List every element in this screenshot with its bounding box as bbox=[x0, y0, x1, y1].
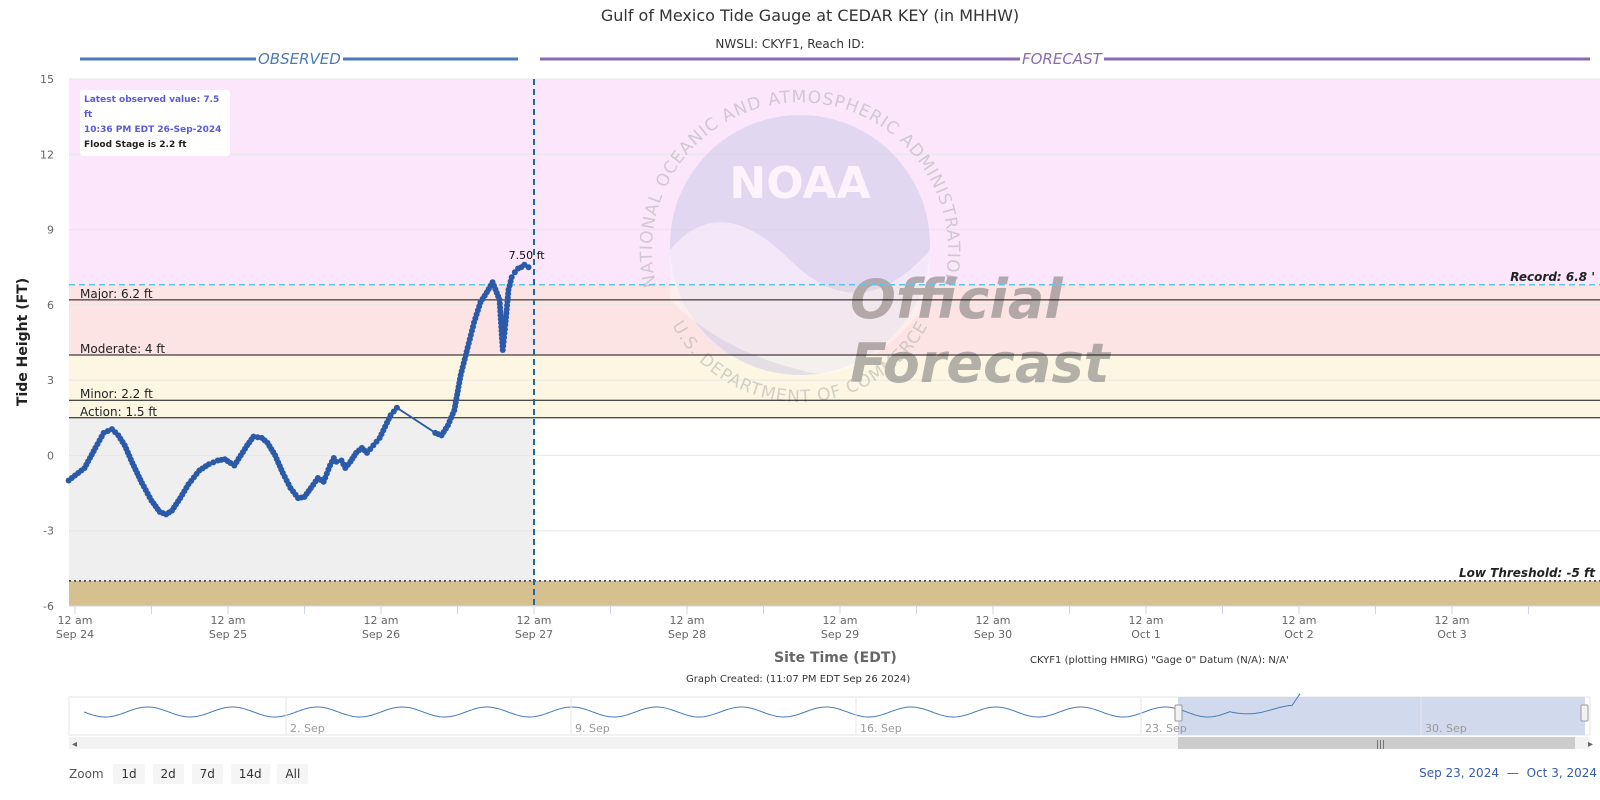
scrollbar-right-arrow[interactable]: ▸ bbox=[1588, 739, 1593, 750]
y-tick-label: -3 bbox=[43, 525, 54, 538]
record-label: Record: 6.8 ' bbox=[1510, 270, 1595, 284]
peak-data-label: 7.50 ft bbox=[509, 249, 546, 262]
threshold-label: Action: 1.5 ft bbox=[80, 405, 157, 419]
navigator-label: 9. Sep bbox=[575, 722, 610, 735]
navigator-series-line bbox=[83, 693, 1301, 718]
threshold-label: Minor: 2.2 ft bbox=[80, 387, 153, 401]
navigator-label: 30. Sep bbox=[1425, 722, 1467, 735]
y-tick-label: 0 bbox=[47, 449, 54, 462]
y-tick-label: -6 bbox=[43, 600, 54, 613]
noaa-logo-circle bbox=[670, 115, 930, 375]
x-tick-label-date: Sep 30 bbox=[974, 628, 1012, 641]
stage-bands bbox=[69, 79, 1600, 606]
date-range-display: Sep 23, 2024 — Oct 3, 2024 bbox=[1415, 766, 1597, 780]
zoom-controls: Zoom 1d 2d 7d 14d All bbox=[69, 764, 312, 784]
forecast-section-label: FORECAST bbox=[1020, 50, 1104, 68]
stage-band bbox=[69, 79, 1600, 285]
y-tick-label: 9 bbox=[47, 224, 54, 237]
x-tick-label-date: Sep 25 bbox=[209, 628, 247, 641]
scrollbar-left-arrow[interactable]: ◂ bbox=[72, 739, 77, 750]
x-tick-label-date: Sep 26 bbox=[362, 628, 400, 641]
navigator-handle-left[interactable] bbox=[1174, 704, 1183, 722]
data-point bbox=[508, 274, 515, 281]
range-navigator[interactable]: 2. Sep 9. Sep 16. Sep 23. Sep 30. Sep ◂ ▸ ||… bbox=[0, 690, 1600, 750]
x-tick-label-date: Sep 28 bbox=[668, 628, 706, 641]
x-tick-label-time: 12 am bbox=[976, 614, 1011, 627]
stage-band bbox=[69, 284, 1600, 356]
x-tick-label-date: Oct 1 bbox=[1131, 628, 1161, 641]
x-tick-label-date: Sep 29 bbox=[821, 628, 859, 641]
threshold-lines: Major: 6.2 ft Moderate: 4 ft Minor: 2.2 ft… bbox=[69, 270, 1600, 582]
chart-title: Gulf of Mexico Tide Gauge at CEDAR KEY (… bbox=[600, 6, 1020, 25]
range-dash: — bbox=[1506, 766, 1519, 780]
scrollbar-thumb[interactable] bbox=[1178, 737, 1575, 749]
threshold-label: Major: 6.2 ft bbox=[80, 287, 153, 301]
scrollbar-grip[interactable]: ||| bbox=[1376, 740, 1385, 750]
zoom-7d-button[interactable]: 7d bbox=[191, 764, 223, 784]
y-tick-label: 15 bbox=[40, 73, 54, 86]
data-point bbox=[525, 264, 532, 271]
navigator-selection[interactable] bbox=[1178, 697, 1585, 735]
data-point bbox=[333, 458, 340, 465]
range-to-input[interactable]: Oct 3, 2024 bbox=[1526, 766, 1597, 780]
datum-note: CKYF1 (plotting HMIRG) "Gage 0" Datum (N… bbox=[1030, 655, 1289, 666]
x-tick-label-time: 12 am bbox=[1435, 614, 1470, 627]
x-tick-label-time: 12 am bbox=[1129, 614, 1164, 627]
x-tick-label-time: 12 am bbox=[58, 614, 93, 627]
zoom-2d-button[interactable]: 2d bbox=[152, 764, 184, 784]
noaa-logo-text: NOAA bbox=[729, 158, 870, 209]
flood-stage-note: Flood Stage is 2.2 ft bbox=[84, 140, 187, 150]
observed-section-label: OBSERVED bbox=[256, 50, 343, 68]
zoom-14d-button[interactable]: 14d bbox=[230, 764, 270, 784]
stage-band bbox=[69, 355, 1600, 418]
x-tick-label-time: 12 am bbox=[211, 614, 246, 627]
data-point bbox=[393, 404, 400, 411]
x-tick-label-time: 12 am bbox=[1282, 614, 1317, 627]
low-threshold-label: Low Threshold: -5 ft bbox=[1459, 566, 1596, 580]
latest-observed-time: 10:36 PM EDT 26-Sep-2024 bbox=[84, 125, 222, 135]
latest-observed-value: Latest observed value: 7.5 ft bbox=[84, 95, 220, 120]
x-axis-title: Site Time (EDT) bbox=[774, 650, 897, 666]
y-tick-label: 6 bbox=[47, 299, 54, 312]
x-tick-label-date: Sep 24 bbox=[56, 628, 94, 641]
x-tick-label-time: 12 am bbox=[517, 614, 552, 627]
y-tick-label: 12 bbox=[40, 148, 54, 161]
noaa-logo-wave bbox=[670, 222, 930, 374]
zoom-all-button[interactable]: All bbox=[277, 764, 309, 784]
navigator-label: 2. Sep bbox=[290, 722, 325, 735]
zoom-1d-button[interactable]: 1d bbox=[113, 764, 145, 784]
y-axis-title: Tide Height (FT) bbox=[15, 278, 31, 406]
chart-subtitle: NWSLI: CKYF1, Reach ID: bbox=[715, 37, 865, 51]
navigator-handle-right[interactable] bbox=[1580, 704, 1589, 722]
x-tick-label-date: Oct 3 bbox=[1437, 628, 1467, 641]
x-tick-label-time: 12 am bbox=[364, 614, 399, 627]
navigator-label: 16. Sep bbox=[860, 722, 902, 735]
x-tick-label-date: Sep 27 bbox=[515, 628, 553, 641]
navigator-label: 23. Sep bbox=[1145, 722, 1187, 735]
stage-band bbox=[69, 580, 1600, 606]
zoom-label: Zoom bbox=[69, 767, 104, 781]
x-tick-label-time: 12 am bbox=[823, 614, 858, 627]
navigator-labels: 2. Sep 9. Sep 16. Sep 23. Sep 30. Sep bbox=[285, 697, 1467, 735]
series-observed: 7.50 ft bbox=[65, 249, 546, 518]
x-tick-label-time: 12 am bbox=[670, 614, 705, 627]
graph-created: Graph Created: (11:07 PM EDT Sep 26 2024… bbox=[686, 674, 911, 685]
range-from-input[interactable]: Sep 23, 2024 bbox=[1419, 766, 1499, 780]
threshold-label: Moderate: 4 ft bbox=[80, 342, 165, 356]
x-tick-label-date: Oct 2 bbox=[1284, 628, 1314, 641]
official-stamp-line2: Forecast bbox=[850, 332, 1112, 395]
latest-observation-box: Latest observed value: 7.5 ft 10:36 PM E… bbox=[80, 90, 230, 156]
y-tick-label: 3 bbox=[47, 374, 54, 387]
grid-lines bbox=[69, 78, 1600, 607]
